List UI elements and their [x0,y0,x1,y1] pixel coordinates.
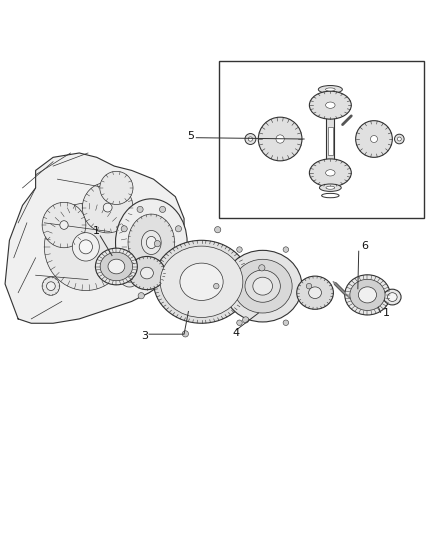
Circle shape [46,282,55,290]
Ellipse shape [356,120,392,157]
Ellipse shape [397,137,401,141]
Ellipse shape [100,171,133,205]
Ellipse shape [108,259,125,274]
Text: 4: 4 [232,328,239,338]
Circle shape [137,206,143,213]
Ellipse shape [358,287,377,303]
Circle shape [306,284,312,289]
Circle shape [175,253,181,259]
Ellipse shape [248,137,253,141]
Circle shape [259,265,265,271]
Circle shape [120,268,139,287]
Ellipse shape [233,259,292,313]
Ellipse shape [245,134,256,144]
Circle shape [283,320,289,326]
Ellipse shape [309,91,351,119]
Circle shape [121,226,127,232]
Ellipse shape [79,240,92,254]
Ellipse shape [388,293,397,302]
Ellipse shape [253,277,272,295]
Ellipse shape [395,134,404,144]
Ellipse shape [325,102,335,108]
Circle shape [137,272,143,279]
Ellipse shape [42,203,86,248]
Ellipse shape [82,182,133,233]
Ellipse shape [350,279,385,310]
Ellipse shape [141,230,161,254]
Text: 5: 5 [187,131,194,141]
Circle shape [243,317,249,323]
Ellipse shape [297,276,333,309]
Circle shape [175,226,181,232]
Circle shape [159,272,166,279]
Ellipse shape [309,159,351,187]
Circle shape [154,240,160,247]
Ellipse shape [129,256,165,289]
Circle shape [237,320,242,326]
Ellipse shape [60,221,68,229]
Ellipse shape [319,184,341,191]
Ellipse shape [180,263,223,301]
Ellipse shape [325,88,335,91]
Polygon shape [5,153,184,323]
Ellipse shape [371,135,378,142]
Ellipse shape [325,169,335,176]
Text: 3: 3 [141,330,148,341]
Circle shape [121,253,127,259]
Ellipse shape [146,236,156,248]
Ellipse shape [116,199,187,286]
Circle shape [214,284,219,289]
Ellipse shape [223,251,302,322]
Ellipse shape [318,85,343,93]
Ellipse shape [42,277,60,295]
Ellipse shape [276,135,284,143]
Ellipse shape [103,203,112,212]
Bar [326,98,334,182]
Ellipse shape [384,289,401,305]
Text: 1: 1 [383,308,390,318]
Ellipse shape [345,275,390,315]
Ellipse shape [95,248,138,285]
Bar [219,61,424,219]
Circle shape [182,331,188,337]
Text: 1: 1 [92,226,99,236]
Ellipse shape [44,203,127,290]
Ellipse shape [72,233,99,261]
Circle shape [215,227,221,233]
Ellipse shape [160,246,243,318]
Circle shape [138,293,145,299]
Bar [328,127,333,155]
Circle shape [283,247,289,252]
Ellipse shape [100,252,133,281]
Ellipse shape [258,117,302,161]
Ellipse shape [326,186,335,189]
Circle shape [125,272,134,282]
Circle shape [237,247,242,252]
Ellipse shape [128,214,175,271]
Ellipse shape [309,287,321,298]
Ellipse shape [153,240,250,323]
Text: 6: 6 [361,241,368,251]
Ellipse shape [245,270,280,302]
Circle shape [159,206,166,213]
Ellipse shape [141,267,153,279]
Ellipse shape [321,193,339,198]
